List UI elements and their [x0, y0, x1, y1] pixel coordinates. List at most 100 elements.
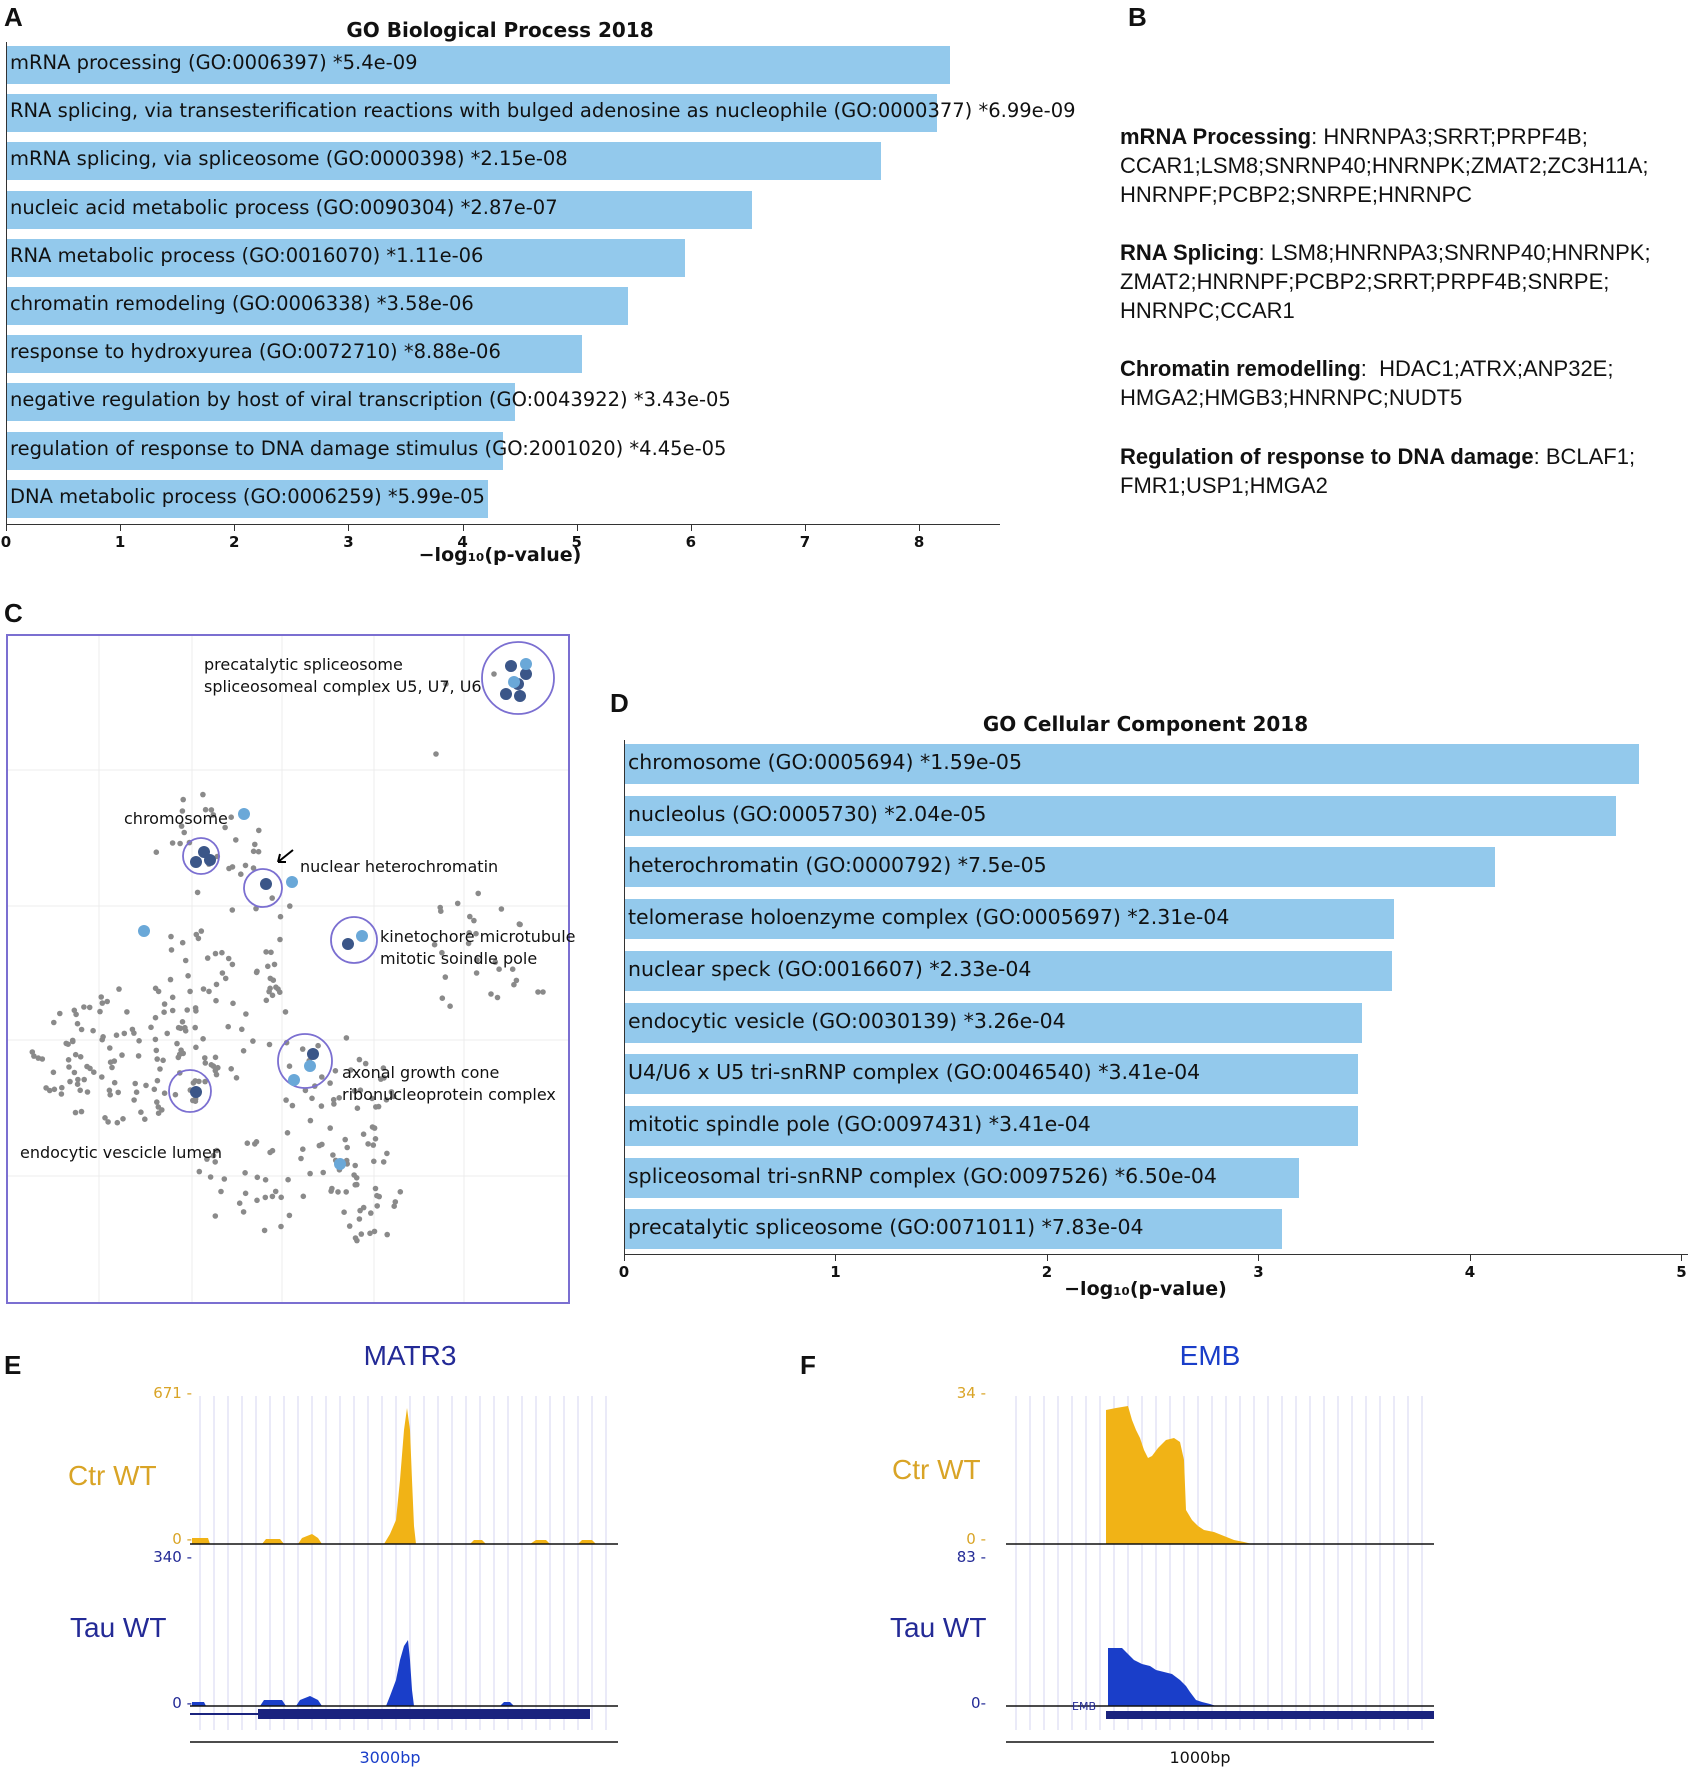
panel-label-a: A	[4, 2, 23, 32]
highlight-point-dark	[520, 668, 532, 680]
scatter-point	[494, 994, 501, 1001]
x-axis-label: −log₁₀(p-value)	[1064, 1278, 1227, 1300]
scatter-point	[70, 1038, 76, 1045]
ctr-max: 34 -	[956, 1384, 986, 1402]
scatter-point	[72, 1051, 79, 1058]
bar	[624, 847, 1496, 888]
gene-list-block: Regulation of response to DNA damage: BC…	[1120, 442, 1691, 500]
scatter-point	[84, 1089, 91, 1095]
scatter-point	[239, 1026, 245, 1033]
scatter-point	[152, 1014, 159, 1021]
x-tick-label: 5	[571, 533, 582, 551]
annotation-chromosome: chromosome	[124, 809, 228, 828]
scatter-point	[269, 895, 276, 901]
x-tick	[835, 1254, 837, 1261]
coverage-tracks-matr3	[190, 1396, 618, 1743]
scatter-point	[111, 1058, 118, 1064]
gene-lists: mRNA Processing: HNRNPA3;SRRT;PRPF4B; CCA…	[1120, 0, 1691, 560]
tau-min: 0-	[971, 1694, 986, 1712]
x-tick-label: 4	[457, 533, 468, 551]
gene-list-genes: HNRNPF;PCBP2;SNRPE;HNRNPC	[1120, 182, 1473, 207]
x-tick	[1258, 1254, 1260, 1261]
bar	[624, 1105, 1358, 1146]
scatter-point	[84, 1063, 90, 1070]
annotation-kinetochore: kinetochore microtubule	[380, 927, 576, 946]
scatter-point	[331, 1101, 337, 1107]
scatter-point	[71, 1007, 78, 1014]
scatter-point	[129, 1026, 136, 1033]
scatter-point	[496, 966, 502, 972]
highlight-point-light	[356, 930, 368, 942]
scatter-point	[212, 1054, 219, 1061]
bar	[624, 795, 1616, 836]
scatter-point	[50, 1069, 57, 1076]
scatter-point	[342, 1136, 349, 1143]
scatter-point	[219, 949, 225, 956]
scatter-point	[284, 1130, 291, 1136]
scatter-point	[168, 933, 174, 940]
scatter-point	[204, 1156, 210, 1162]
scatter-point	[100, 1034, 106, 1040]
scatter-point	[356, 1056, 363, 1063]
bar	[6, 94, 938, 133]
bar-label: nuclear speck (GO:0016607) *2.33e-04	[628, 956, 1032, 981]
x-tick	[624, 1254, 625, 1261]
scatter-point	[202, 1055, 208, 1061]
bar	[6, 479, 488, 518]
scatter-point	[107, 1045, 113, 1051]
x-tick-label: 8	[913, 533, 925, 551]
scatter-point	[190, 1080, 197, 1086]
scatter-point	[212, 950, 219, 957]
gene-model	[258, 1709, 590, 1719]
gene-list-separator: :	[1311, 124, 1324, 149]
scatter-point	[268, 949, 274, 956]
scatter-point	[384, 1231, 391, 1238]
scatter-point	[439, 995, 446, 1001]
scatter-point	[289, 1102, 296, 1109]
scatter-point	[236, 1200, 243, 1206]
annotation-nuclear-heterochromatin: nuclear heterochromatin	[300, 857, 499, 876]
scatter-point	[185, 973, 191, 979]
scatter-point	[344, 1144, 351, 1151]
scatter-point	[327, 1125, 334, 1131]
scatter-point	[262, 1194, 269, 1201]
x-tick	[690, 524, 692, 531]
scatter-point	[65, 1057, 72, 1063]
annotation-ribonucleoprotein: ribonucleoprotein complex	[342, 1085, 556, 1104]
coverage-area-tau	[1108, 1648, 1216, 1706]
scatter-point	[59, 1084, 65, 1091]
scatter-point	[135, 1053, 142, 1059]
bar-label: response to hydroxyurea (GO:0072710) *8.…	[10, 340, 501, 364]
scatter-point	[302, 1087, 309, 1094]
gene-list-genes: HDAC1;ATRX;ANP32E;	[1379, 356, 1614, 381]
scatter-point	[384, 1150, 390, 1157]
y-axis-line	[6, 42, 7, 524]
panel-label-c: C	[4, 598, 23, 628]
enrichment-network-panel: precatalytic spliceosome spliceosomeal c…	[6, 634, 575, 1304]
scatter-point	[467, 913, 473, 920]
scatter-point	[535, 989, 541, 995]
x-tick	[1469, 1254, 1471, 1261]
cluster-ring	[182, 837, 220, 875]
gene-list-term: Chromatin remodelling	[1120, 356, 1361, 381]
scatter-point	[132, 1080, 138, 1087]
cluster-ring	[168, 1069, 212, 1113]
scatter-point	[283, 1039, 290, 1046]
scatter-point	[287, 903, 293, 909]
gene-list-genes: CCAR1;LSM8;SNRNP40;HNRNPK;ZMAT2;ZC3H11A;	[1120, 153, 1649, 178]
scatter-plot	[6, 634, 570, 1304]
scatter-point	[182, 957, 189, 964]
plot-frame	[6, 634, 570, 1304]
scatter-point	[267, 985, 273, 992]
bar-label: chromatin remodeling (GO:0006338) *3.58e…	[10, 292, 474, 315]
x-tick	[804, 524, 806, 531]
gene-list-term: Regulation of response to DNA damage	[1120, 444, 1534, 469]
bar-label: negative regulation by host of viral tra…	[10, 388, 731, 412]
scatter-point	[371, 1228, 378, 1235]
bar	[6, 190, 753, 229]
x-tick	[919, 524, 921, 531]
scatter-point	[252, 1141, 258, 1147]
scatter-point	[250, 848, 257, 855]
scatter-point	[77, 1087, 83, 1094]
scatter-point	[371, 1125, 378, 1131]
